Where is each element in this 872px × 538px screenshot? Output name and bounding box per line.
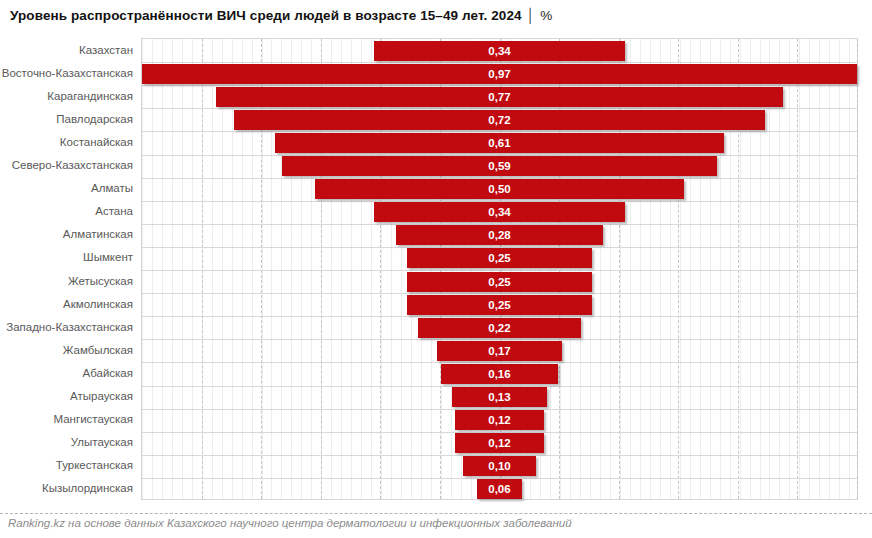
bar-value-label: 0,34 bbox=[488, 206, 510, 218]
category-label: Жамбылская bbox=[0, 338, 133, 361]
bar: 0,17 bbox=[437, 341, 562, 361]
bar: 0,25 bbox=[407, 248, 591, 268]
bars-layer: 0,34 0,97 0,77 0,72 0,61 0,59 0,50 0,34 0,28 0,25… bbox=[142, 39, 857, 499]
plot-area: 0,34 0,97 0,77 0,72 0,61 0,59 0,50 0,34 0,28 0,25… bbox=[141, 38, 858, 500]
gridline-major bbox=[857, 39, 858, 499]
bar-value-label: 0,61 bbox=[488, 137, 510, 149]
bar: 0,97 bbox=[142, 64, 857, 84]
category-label: Карагандинская bbox=[0, 84, 133, 107]
category-label: Кызылординская bbox=[0, 477, 133, 500]
bar: 0,10 bbox=[463, 456, 537, 476]
category-label: Павлодарская bbox=[0, 107, 133, 130]
category-label: Туркестанская bbox=[0, 454, 133, 477]
bar-value-label: 0,25 bbox=[488, 252, 510, 264]
source-note: Ranking.kz на основе данных Казахского н… bbox=[8, 517, 572, 529]
footer-separator-line bbox=[0, 513, 872, 514]
bar-value-label: 0,22 bbox=[488, 322, 510, 334]
bar-value-label: 0,25 bbox=[488, 299, 510, 311]
category-label: Алматы bbox=[0, 177, 133, 200]
bar-value-label: 0,16 bbox=[488, 368, 510, 380]
bar: 0,34 bbox=[374, 202, 625, 222]
chart-title: Уровень распространённости ВИЧ среди люд… bbox=[10, 8, 552, 23]
category-label: Абайская bbox=[0, 361, 133, 384]
bar-value-label: 0,50 bbox=[488, 183, 510, 195]
chart-title-text: Уровень распространённости ВИЧ среди люд… bbox=[10, 8, 522, 23]
title-unit: % bbox=[540, 8, 552, 23]
bar: 0,59 bbox=[282, 156, 717, 176]
bar-value-label: 0,77 bbox=[488, 91, 510, 103]
bar: 0,22 bbox=[418, 318, 580, 338]
title-separator: │ bbox=[527, 8, 536, 23]
category-label: Акмолинская bbox=[0, 292, 133, 315]
bar: 0,12 bbox=[455, 433, 543, 453]
bar: 0,25 bbox=[407, 295, 591, 315]
bar-value-label: 0,13 bbox=[488, 391, 510, 403]
category-label: Шымкент bbox=[0, 246, 133, 269]
category-label: Улытауская bbox=[0, 431, 133, 454]
bar: 0,50 bbox=[315, 179, 684, 199]
bar-value-label: 0,12 bbox=[488, 414, 510, 426]
category-label: Восточно-Казахстанская bbox=[0, 61, 133, 84]
bar: 0,12 bbox=[455, 410, 543, 430]
y-axis-labels: КазахстанВосточно-КазахстанскаяКараганди… bbox=[0, 38, 133, 500]
bar: 0,16 bbox=[441, 364, 559, 384]
category-label: Казахстан bbox=[0, 38, 133, 61]
category-label: Алматинская bbox=[0, 223, 133, 246]
category-label: Западно-Казахстанская bbox=[0, 315, 133, 338]
bar-value-label: 0,97 bbox=[488, 68, 510, 80]
bar-value-label: 0,59 bbox=[488, 160, 510, 172]
bar-value-label: 0,06 bbox=[488, 483, 510, 495]
bar: 0,06 bbox=[477, 479, 521, 499]
bar: 0,25 bbox=[407, 272, 591, 292]
category-label: Жетысуская bbox=[0, 269, 133, 292]
category-label: Костанайская bbox=[0, 130, 133, 153]
bar-value-label: 0,28 bbox=[488, 229, 510, 241]
bar-value-label: 0,17 bbox=[488, 345, 510, 357]
bar: 0,72 bbox=[234, 110, 765, 130]
bar-value-label: 0,25 bbox=[488, 276, 510, 288]
bar: 0,77 bbox=[216, 87, 784, 107]
bar-value-label: 0,12 bbox=[488, 437, 510, 449]
bar-value-label: 0,34 bbox=[488, 45, 510, 57]
category-label: Атырауская bbox=[0, 385, 133, 408]
category-label: Астана bbox=[0, 200, 133, 223]
category-label: Мангистауская bbox=[0, 408, 133, 431]
category-label: Северо-Казахстанская bbox=[0, 154, 133, 177]
bar: 0,61 bbox=[275, 133, 725, 153]
bar: 0,28 bbox=[396, 225, 602, 245]
bar: 0,34 bbox=[374, 41, 625, 61]
bar: 0,13 bbox=[452, 387, 548, 407]
bar-value-label: 0,72 bbox=[488, 114, 510, 126]
bar-value-label: 0,10 bbox=[488, 460, 510, 472]
